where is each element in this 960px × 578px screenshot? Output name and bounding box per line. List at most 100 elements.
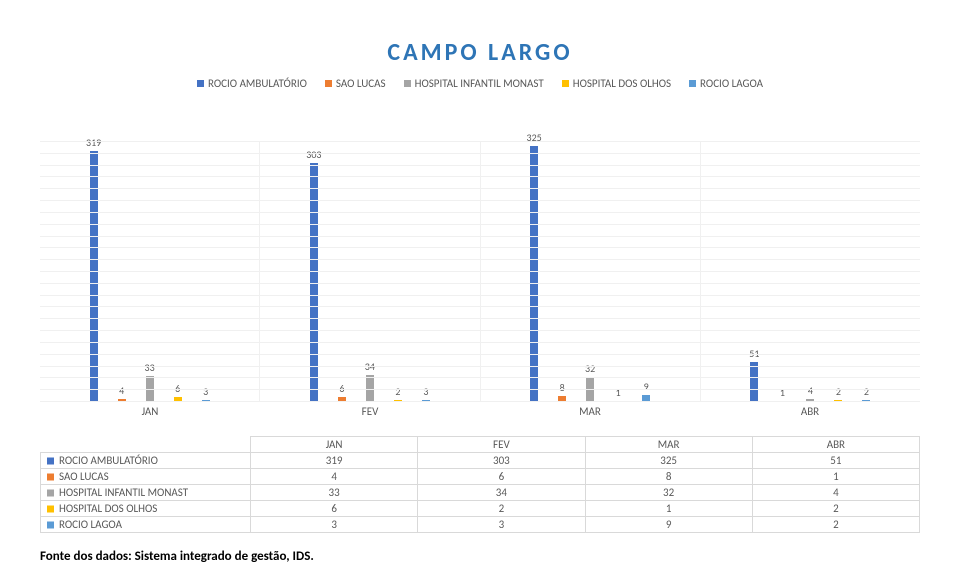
table-swatch [47, 505, 54, 512]
bar-value-label: 4 [119, 384, 124, 397]
table-cell: 4 [752, 485, 919, 501]
legend-label: ROCIO AMBULATÓRIO [208, 77, 307, 90]
table-cell: 51 [752, 453, 919, 469]
grid-line [40, 354, 920, 355]
legend-item: ROCIO AMBULATÓRIO [197, 77, 307, 90]
grid-line [40, 295, 920, 296]
bar-holder: 2 [859, 385, 873, 402]
data-table: JANFEVMARABRROCIO AMBULATÓRIO31930332551… [40, 436, 920, 533]
bar [530, 146, 538, 402]
table-swatch [47, 473, 54, 480]
table-cell: 2 [752, 501, 919, 517]
bar-holder: 8 [555, 381, 569, 402]
grid-line [40, 236, 920, 237]
table-row-header: HOSPITAL DOS OLHOS [41, 501, 251, 517]
bar-group: 31943363 [40, 142, 260, 402]
legend-item: HOSPITAL INFANTIL MONAST [404, 77, 544, 90]
x-axis-label: ABR [700, 402, 920, 420]
grid-line [40, 366, 920, 367]
grid-line [40, 200, 920, 201]
legend: ROCIO AMBULATÓRIO SAO LUCAS HOSPITAL INFAN… [0, 77, 960, 90]
table-swatch [47, 489, 54, 496]
bar-holder: 4 [803, 384, 817, 402]
table-cell: 9 [585, 517, 752, 533]
x-axis-label: JAN [40, 402, 260, 420]
grid-line [40, 389, 920, 390]
bar [750, 362, 758, 402]
bar-holder: 325 [527, 131, 541, 402]
bar-value-label: 1 [616, 386, 621, 399]
table-header-cell: ABR [752, 437, 919, 453]
bar-holder: 32 [583, 362, 597, 402]
bar-holder: 9 [639, 380, 653, 402]
table-row: JANFEVMARABR [41, 437, 920, 453]
bar-holder: 3 [199, 385, 213, 402]
bar-value-label: 8 [560, 381, 565, 394]
table-cell: 1 [585, 501, 752, 517]
table-header-cell: MAR [585, 437, 752, 453]
legend-label: ROCIO LAGOA [700, 77, 763, 90]
grid-line [40, 330, 920, 331]
bar-holder: 303 [307, 148, 321, 402]
bar-holder: 3 [419, 385, 433, 402]
table-cell: 8 [585, 469, 752, 485]
grid-line [40, 212, 920, 213]
bar-value-label: 9 [644, 380, 649, 393]
table-cell: 319 [251, 453, 418, 469]
x-axis-label: MAR [480, 402, 700, 420]
bar-group: 32583219 [481, 142, 701, 402]
bar-holder: 2 [831, 385, 845, 402]
grid-line [40, 271, 920, 272]
bar-value-label: 34 [365, 360, 375, 373]
table-row-header: SAO LUCAS [41, 469, 251, 485]
table-cell: 4 [251, 469, 418, 485]
table-cell: 325 [585, 453, 752, 469]
bar-holder: 2 [391, 385, 405, 402]
bar-holder: 6 [335, 382, 349, 402]
table-cell: 6 [418, 469, 585, 485]
grid-line [40, 224, 920, 225]
plot-area: 319433633036342332583219511422 [40, 142, 920, 402]
table-cell: 3 [418, 517, 585, 533]
grid-line [40, 318, 920, 319]
table-cell: 2 [418, 501, 585, 517]
bar-value-label: 325 [527, 131, 542, 144]
legend-swatch [197, 80, 204, 87]
bar-value-label: 32 [585, 362, 595, 375]
grid-line [40, 259, 920, 260]
legend-item: HOSPITAL DOS OLHOS [562, 77, 671, 90]
grid-line [40, 283, 920, 284]
legend-swatch [325, 80, 332, 87]
table-swatch [47, 457, 54, 464]
table-cell: 1 [752, 469, 919, 485]
bar-holder: 51 [747, 347, 761, 402]
table-row-header: ROCIO LAGOA [41, 517, 251, 533]
bar-group: 511422 [701, 142, 920, 402]
grid-line [40, 247, 920, 248]
bar-holder: 33 [143, 361, 157, 402]
table-row-header: ROCIO AMBULATÓRIO [41, 453, 251, 469]
bar-holder: 4 [115, 384, 129, 402]
legend-label: HOSPITAL DOS OLHOS [573, 77, 671, 90]
bar-holder: 6 [171, 382, 185, 402]
table-swatch [47, 521, 54, 528]
grid-line [40, 188, 920, 189]
table-cell: 33 [251, 485, 418, 501]
legend-label: SAO LUCAS [336, 77, 386, 90]
table-header-cell: JAN [251, 437, 418, 453]
table-row: SAO LUCAS4681 [41, 469, 920, 485]
bar-value-label: 2 [395, 385, 400, 398]
grid-line [40, 141, 920, 142]
grid-line [40, 176, 920, 177]
bar-value-label: 3 [203, 385, 208, 398]
table-row: ROCIO AMBULATÓRIO31930332551 [41, 453, 920, 469]
table-header-cell: FEV [418, 437, 585, 453]
table-cell: 303 [418, 453, 585, 469]
table-cell: 32 [585, 485, 752, 501]
grid-line [40, 342, 920, 343]
table-row: HOSPITAL INFANTIL MONAST3334324 [41, 485, 920, 501]
bar-value-label: 319 [86, 136, 101, 149]
legend-item: ROCIO LAGOA [689, 77, 763, 90]
grid-line [40, 306, 920, 307]
grid-line [40, 377, 920, 378]
